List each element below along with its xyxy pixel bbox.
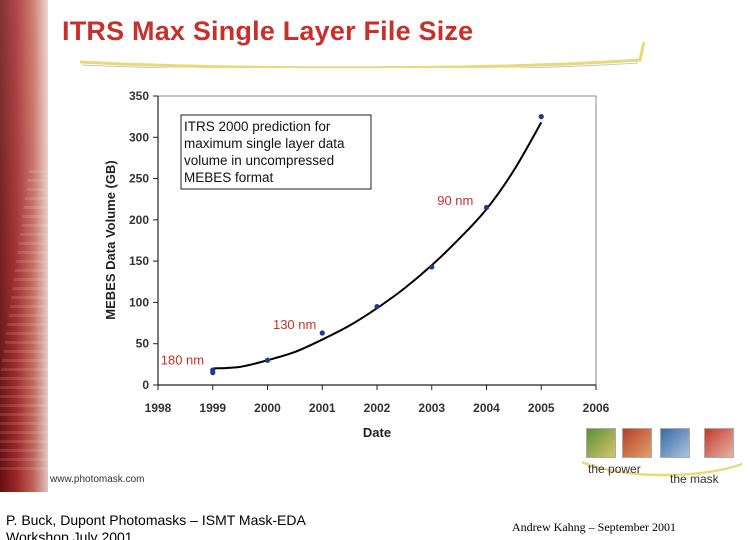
legend-line: ITRS 2000 prediction for (184, 119, 331, 134)
x-tick-label: 1999 (199, 401, 226, 415)
footer-author-credit: P. Buck, Dupont Photomasks – ISMT Mask-E… (6, 512, 426, 540)
y-tick-label: 350 (129, 89, 149, 103)
node-annotation: 180 nm (161, 352, 204, 367)
x-tick-label: 2006 (583, 401, 610, 415)
y-tick-label: 100 (129, 295, 149, 309)
node-annotation: 130 nm (273, 317, 316, 332)
x-axis-label: Date (363, 425, 391, 440)
legend-box: ITRS 2000 prediction for maximum single l… (180, 114, 372, 190)
legend-line: MEBES format (184, 170, 274, 185)
footer-credit-line-2: Workshop July 2001 (6, 529, 133, 540)
slide-title: ITRS Max Single Layer File Size (62, 16, 474, 46)
data-point (429, 264, 435, 270)
data-point (483, 204, 490, 211)
y-tick-label: 250 (129, 172, 149, 186)
data-point (538, 114, 544, 120)
footer-credit-line-1: P. Buck, Dupont Photomasks – ISMT Mask-E… (6, 512, 306, 528)
legend-frame (180, 114, 372, 190)
data-point (319, 330, 325, 336)
y-tick-label: 200 (129, 213, 149, 227)
x-tick-label: 2003 (418, 401, 445, 415)
company-logo: the power the mask (578, 428, 746, 488)
x-tick-label: 2004 (473, 401, 500, 415)
logo-tile-3 (660, 428, 690, 458)
y-tick-label: 50 (136, 337, 150, 351)
y-axis-label: MEBES Data Volume (GB) (103, 160, 118, 319)
website-url: www.photomask.com (50, 474, 145, 485)
y-tick-label: 0 (142, 378, 149, 392)
x-tick-label: 2001 (309, 401, 336, 415)
decorative-side-image (0, 0, 48, 492)
y-tick-label: 300 (129, 130, 149, 144)
slide: ITRS Max Single Layer File Size ITRS 200… (0, 0, 748, 492)
footer-presenter-credit: Andrew Kahng – September 2001 (512, 520, 676, 534)
y-tick-label: 150 (129, 254, 149, 268)
x-tick-label: 2005 (528, 401, 555, 415)
chart: ITRS 2000 prediction for maximum single l… (103, 89, 610, 440)
logo-tile-2 (622, 428, 652, 458)
logo-text-the-mask: the mask (670, 472, 719, 486)
legend-line: volume in uncompressed (184, 153, 334, 168)
logo-text-the-power: the power (588, 462, 641, 476)
x-tick-label: 2002 (364, 401, 391, 415)
x-tick-label: 2000 (254, 401, 281, 415)
logo-tile-1 (586, 428, 616, 458)
node-annotation: 90 nm (437, 193, 473, 208)
data-point (264, 357, 271, 363)
logo-tile-4 (704, 428, 734, 458)
data-point (374, 303, 380, 310)
legend-line: maximum single layer data (184, 136, 345, 151)
data-point (210, 367, 216, 373)
x-tick-label: 1998 (145, 401, 172, 415)
title-underline (79, 41, 646, 68)
logo-swoosh (581, 460, 743, 477)
